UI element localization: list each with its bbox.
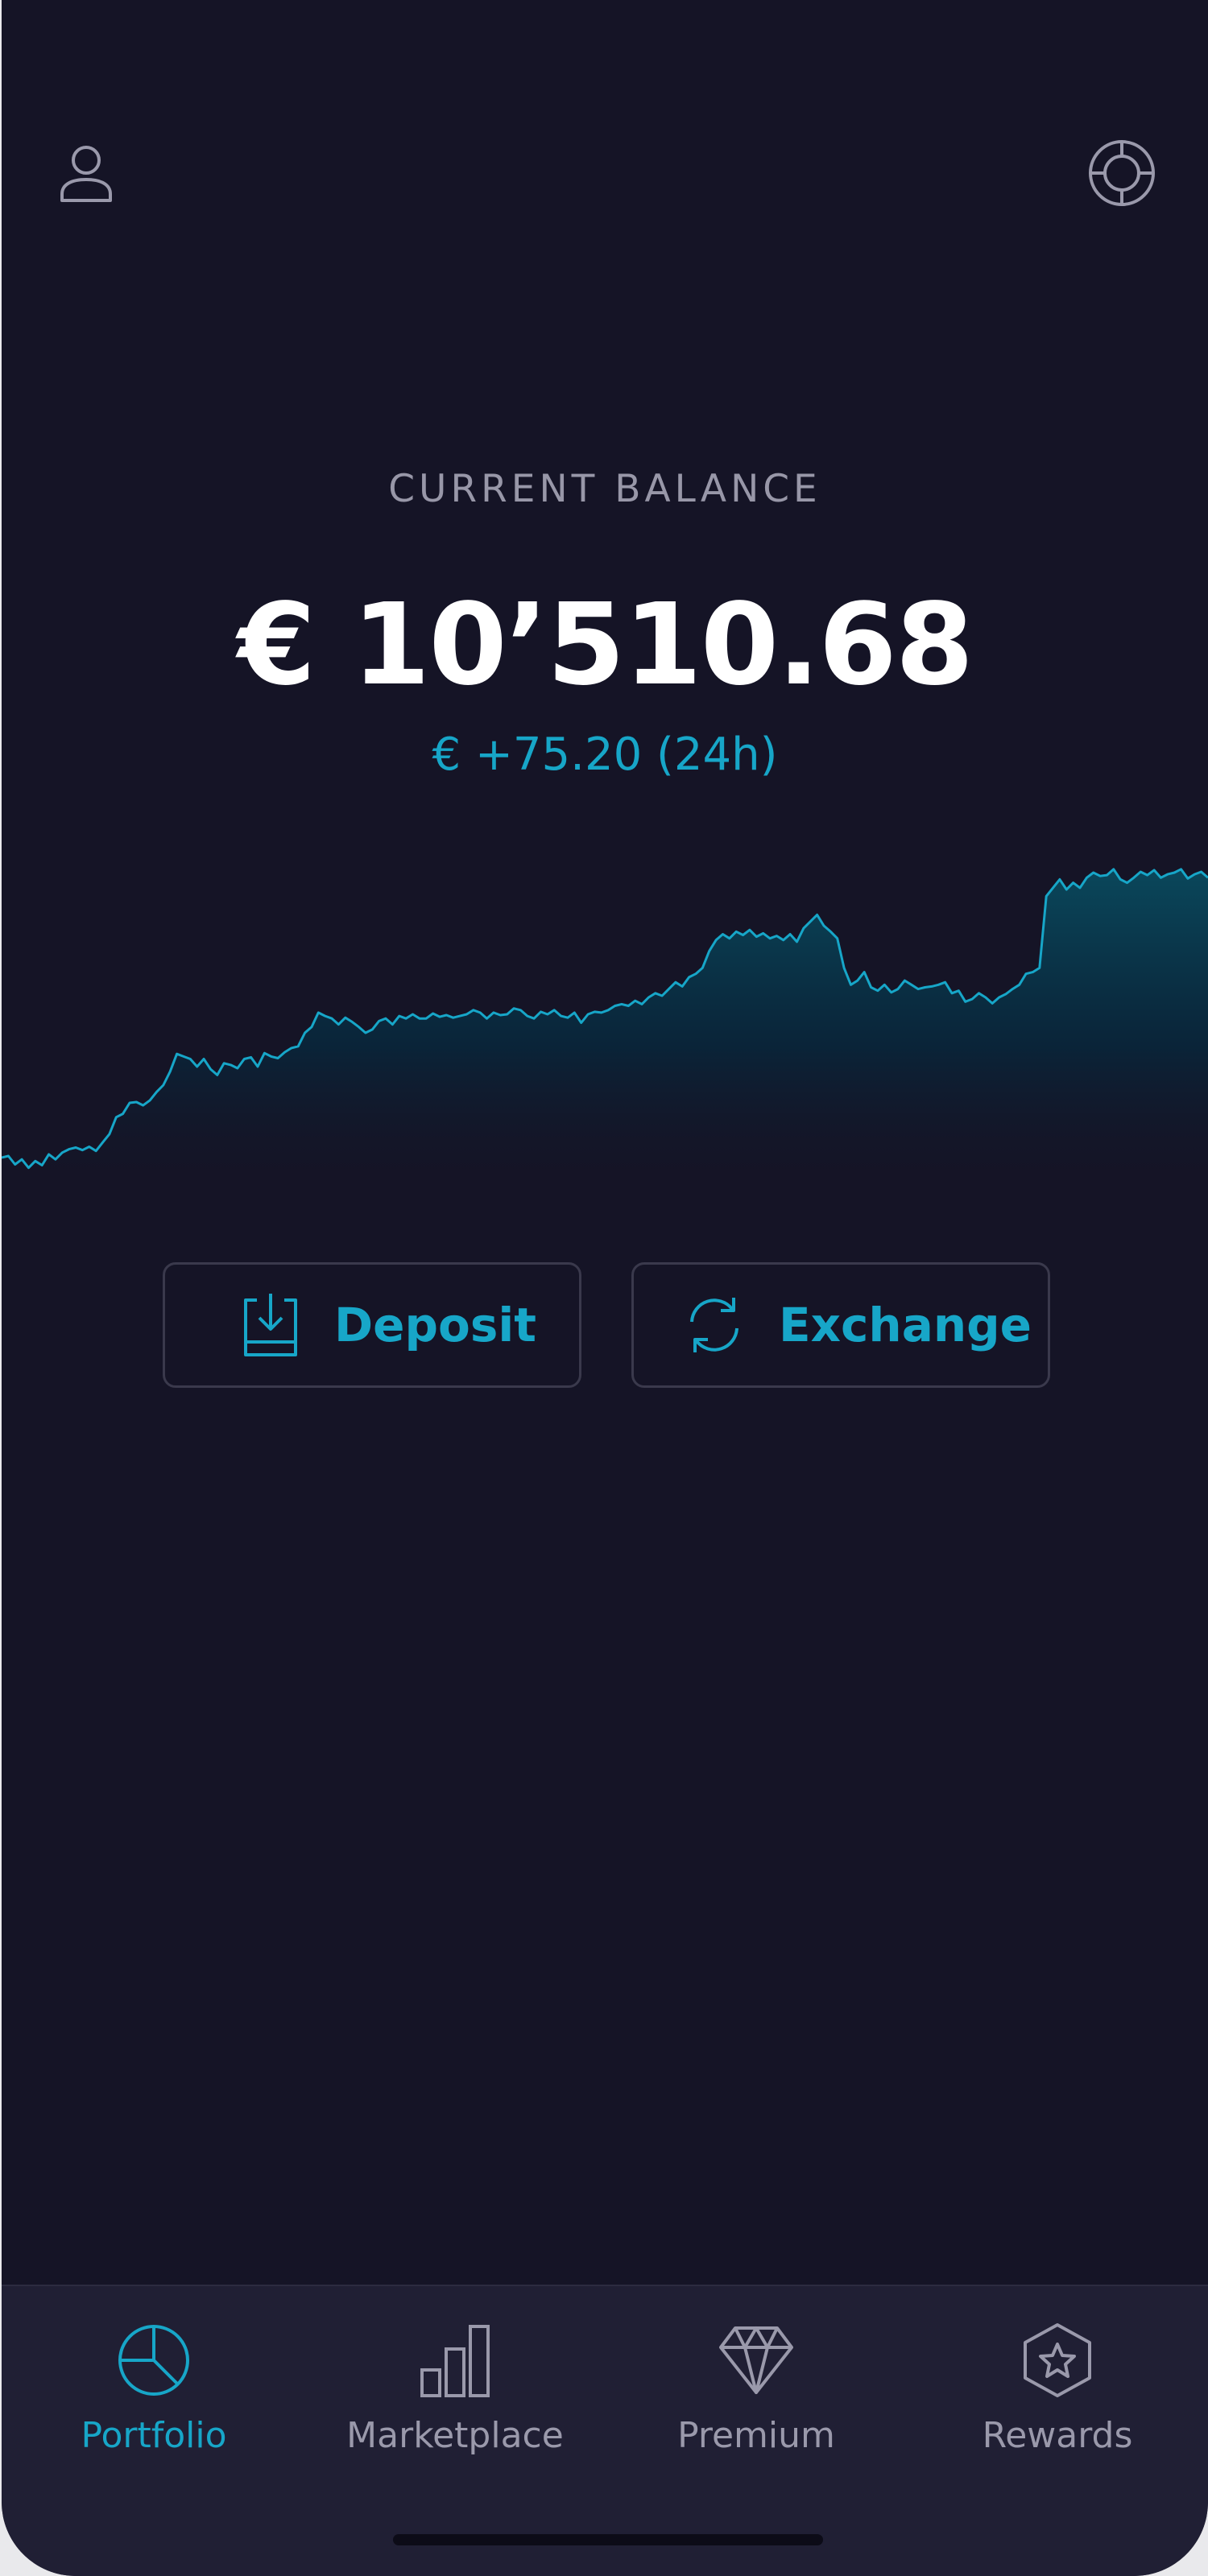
- balance-label: CURRENT BALANCE: [388, 467, 821, 511]
- tab-label: Portfolio: [81, 2415, 227, 2456]
- tab-label: Marketplace: [346, 2415, 564, 2456]
- balance-change: € +75.20 (24h): [432, 729, 778, 781]
- deposit-label: Deposit: [334, 1298, 536, 1352]
- bar-chart-icon: [419, 2320, 491, 2401]
- tab-bar: Portfolio Marketplace Premi: [2, 2285, 1208, 2576]
- refresh-icon: [682, 1293, 747, 1357]
- help-button[interactable]: [1078, 129, 1166, 217]
- diamond-icon: [718, 2320, 795, 2401]
- profile-button[interactable]: [42, 129, 130, 217]
- tab-rewards[interactable]: Rewards: [907, 2286, 1208, 2456]
- deposit-button[interactable]: Deposit: [163, 1262, 581, 1388]
- balance-value: € 10’510.68: [237, 580, 974, 711]
- star-badge-icon: [1022, 2320, 1093, 2401]
- lifebuoy-icon: [1087, 138, 1156, 208]
- tab-portfolio[interactable]: Portfolio: [3, 2286, 304, 2456]
- tab-premium[interactable]: Premium: [606, 2286, 907, 2456]
- chart-line: [2, 868, 1208, 1170]
- download-tray-icon: [239, 1292, 302, 1358]
- pie-chart-icon: [117, 2320, 191, 2401]
- exchange-label: Exchange: [779, 1298, 1032, 1352]
- tab-marketplace[interactable]: Marketplace: [304, 2286, 606, 2456]
- balance-chart: [2, 868, 1208, 1191]
- tab-label: Premium: [677, 2415, 835, 2456]
- home-indicator: [393, 2534, 823, 2545]
- tab-label: Rewards: [982, 2415, 1133, 2456]
- user-icon: [57, 141, 115, 205]
- chart-area: [2, 869, 1208, 1191]
- exchange-button[interactable]: Exchange: [631, 1262, 1050, 1388]
